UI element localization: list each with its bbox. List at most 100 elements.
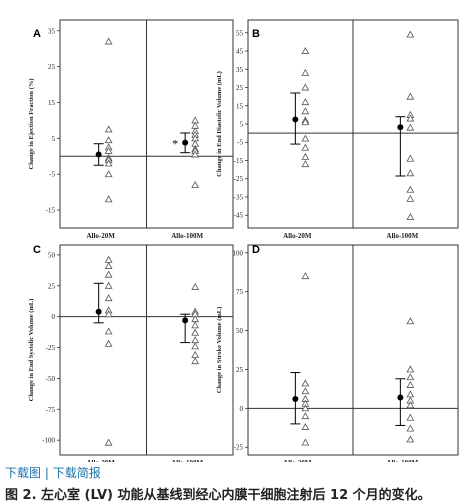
y-tick-label: 25	[236, 366, 244, 374]
panel-label: B	[252, 28, 260, 40]
panel-b: 55 45 35 25 15 5 -5 -15 -25 -35 -45 B Change in End …	[216, 19, 459, 240]
data-point	[406, 365, 415, 373]
data-point	[104, 159, 113, 167]
data-point	[191, 150, 200, 158]
data-point	[191, 336, 200, 344]
data-point	[104, 146, 113, 154]
mean-marker	[95, 308, 102, 315]
y-tick-label: 0	[240, 405, 244, 413]
y-tick-label: -50	[46, 375, 56, 383]
y-tick-label: 0	[52, 313, 56, 321]
mean-marker	[397, 124, 404, 131]
data-point	[301, 98, 310, 106]
y-tick-label: -15	[234, 157, 244, 165]
y-tick-label: 100	[233, 249, 244, 257]
panel-label: C	[33, 244, 41, 256]
data-point	[406, 185, 415, 193]
data-point	[406, 169, 415, 177]
y-tick-label: 15	[48, 99, 56, 107]
data-point	[301, 118, 310, 126]
data-point	[406, 213, 415, 221]
y-tick-label: 45	[236, 48, 244, 56]
data-point	[104, 195, 113, 203]
data-point	[301, 422, 310, 430]
data-point	[406, 413, 415, 421]
y-tick-label: 35	[236, 66, 244, 74]
x-tick-label: Allo-100M	[386, 459, 418, 462]
x-tick-label: Allo-20M	[283, 232, 312, 240]
y-axis-label: Change in Ejection Fraction (%)	[28, 79, 35, 170]
data-point	[406, 317, 415, 325]
data-point	[104, 125, 113, 133]
y-axis-label: Change in Stroke Volume (mL)	[216, 307, 223, 394]
y-tick-label: -25	[234, 444, 244, 452]
y-tick-label: 25	[48, 63, 56, 71]
data-point	[301, 387, 310, 395]
data-point	[301, 68, 310, 76]
y-tick-label: 50	[236, 327, 244, 335]
panel-c: 50 25 0 -25 -50 -75 -100 C Change in End Systoli…	[28, 244, 234, 462]
figure: 35 25 15 5 -5 -15 A Change in Ejection Fraction…	[28, 19, 459, 462]
mean-marker	[292, 116, 299, 123]
data-point	[104, 438, 113, 446]
x-tick-label: Allo-100M	[386, 232, 418, 240]
y-tick-label: -100	[42, 437, 55, 445]
y-tick-label: -75	[46, 406, 56, 414]
data-point	[406, 154, 415, 162]
data-point	[191, 342, 200, 350]
data-point	[406, 123, 415, 131]
data-point	[104, 261, 113, 269]
y-tick-label: 25	[236, 84, 244, 92]
data-point	[104, 327, 113, 335]
data-point	[191, 180, 200, 188]
y-tick-label: -5	[49, 171, 55, 179]
x-tick-label: Allo-100M	[171, 459, 203, 462]
mean-marker	[292, 396, 299, 402]
data-point	[301, 160, 310, 168]
y-tick-label: -45	[234, 212, 244, 220]
panel-label: A	[33, 28, 41, 40]
data-point	[406, 114, 415, 122]
x-tick-label: Allo-20M	[86, 459, 115, 462]
y-tick-label: 15	[236, 102, 244, 110]
data-point	[406, 373, 415, 381]
link-separator: |	[44, 466, 49, 480]
data-point	[301, 143, 310, 151]
data-point	[301, 134, 310, 142]
y-axis-label: Change in End Systolic Volume (mL)	[28, 299, 35, 402]
y-tick-label: 5	[52, 135, 56, 143]
data-point	[104, 270, 113, 278]
download-image-link[interactable]: 下载图	[5, 466, 42, 480]
data-point	[191, 328, 200, 336]
data-point	[301, 107, 310, 115]
mean-marker	[182, 139, 189, 146]
data-point	[104, 136, 113, 144]
data-point	[406, 401, 415, 409]
mean-marker	[182, 317, 189, 324]
data-point	[301, 83, 310, 91]
data-point	[301, 272, 310, 280]
mean-marker	[95, 151, 102, 158]
download-ppt-link[interactable]: 下载简报	[52, 466, 101, 480]
y-tick-label: 75	[236, 288, 244, 296]
download-links: 下载图 | 下载简报	[5, 464, 101, 481]
data-point	[191, 350, 200, 358]
data-point	[301, 46, 310, 54]
x-tick-label: Allo-20M	[283, 459, 312, 462]
data-point	[406, 380, 415, 388]
x-tick-label: Allo-100M	[171, 232, 203, 240]
y-axis-label: Change in End Diastolic Volume (mL)	[216, 71, 223, 177]
y-tick-label: 5	[240, 121, 244, 129]
y-tick-label: -35	[234, 193, 244, 201]
data-point	[406, 92, 415, 100]
data-point	[191, 321, 200, 329]
panel-a: 35 25 15 5 -5 -15 A Change in Ejection Fraction…	[28, 19, 234, 240]
y-tick-label: -5	[237, 139, 243, 147]
x-tick-label: Allo-20M	[86, 232, 115, 240]
panel-label: D	[252, 244, 260, 256]
panel-d: 100 75 50 25 0 -25 D Change in Stroke Volume (m…	[216, 244, 459, 462]
y-tick-label: 35	[48, 27, 56, 35]
data-point	[191, 357, 200, 365]
y-tick-label: 50	[48, 251, 56, 259]
data-point	[406, 424, 415, 432]
